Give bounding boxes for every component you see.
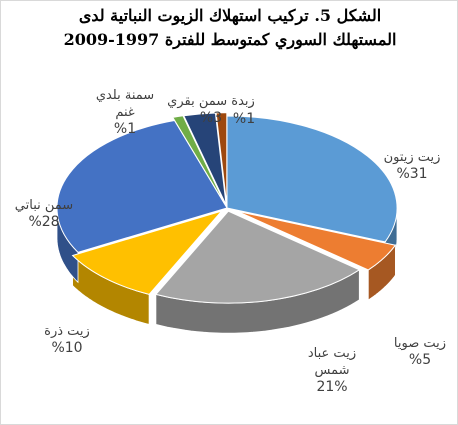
slice-name-olive-oil: زيت زيتون (383, 150, 441, 165)
data-label-sunflower-oil: زيت عباد شمس 21% (297, 345, 367, 396)
data-label-sheep-ghee: سمنة بلدي غنم %1 (89, 87, 161, 138)
data-label-olive-oil: زيت زيتون %31 (369, 149, 455, 183)
slice-percent-sunflower-oil: 21% (316, 379, 348, 395)
pie-slice-soy-oil (237, 210, 397, 271)
pie-slice-olive-oil (226, 115, 398, 243)
slice-name-vegetable-ghee: سمن نباتي (14, 198, 74, 213)
slice-name-sheep-ghee-line-1: سمنة بلدي (95, 88, 155, 103)
slice-percent-unnamed-slice: %1 (232, 111, 256, 127)
slice-percent-corn-oil: %10 (51, 340, 83, 356)
chart-title-line-1: الشكل 5. تركيب استهلاك الزيوت النباتية ل… (78, 6, 382, 25)
slice-name-cow-butter-ghee: زبدة سمن بقري (167, 94, 255, 109)
slice-percent-olive-oil: %31 (396, 166, 428, 182)
slice-name-sheep-ghee-line-2: غنم (115, 105, 135, 120)
chart-title: الشكل 5. تركيب استهلاك الزيوت النباتية ل… (21, 4, 439, 52)
data-label-unnamed-slice: %1 (221, 111, 267, 128)
pie-slice-sheep-ghee (171, 115, 226, 206)
pie-slice-vegetable-ghee (56, 119, 228, 253)
slice-percent-vegetable-ghee: %28 (28, 214, 60, 230)
pie-top-faces (56, 112, 398, 304)
slice-name-corn-oil: زيت ذرة (44, 324, 90, 339)
slice-percent-sheep-ghee: %1 (113, 121, 137, 137)
slice-name-sunflower-oil-line-1: زيت عباد (307, 346, 357, 361)
chart-title-line-2: المستهلك السوري كمتوسط للفترة 1997-2009 (63, 30, 397, 49)
pie-slice-unnamed-slice (215, 112, 228, 205)
slice-name-sunflower-oil-line-2: شمس (314, 363, 350, 378)
data-label-cow-butter-ghee: زبدة سمن بقري %3 (161, 93, 261, 127)
data-label-soy-oil: زيت صويا %5 (385, 335, 455, 369)
data-label-vegetable-ghee: سمن نباتي %28 (3, 197, 85, 231)
pie-slice-corn-oil (71, 210, 224, 295)
pie-slice-cow-butter-ghee (183, 112, 227, 206)
slice-percent-cow-butter-ghee: %3 (199, 110, 223, 126)
pie-slice-sunflower-oil (154, 210, 361, 304)
slice-percent-soy-oil: %5 (408, 352, 432, 368)
data-label-corn-oil: زيت ذرة %10 (29, 323, 105, 357)
slice-name-soy-oil: زيت صويا (393, 336, 447, 351)
